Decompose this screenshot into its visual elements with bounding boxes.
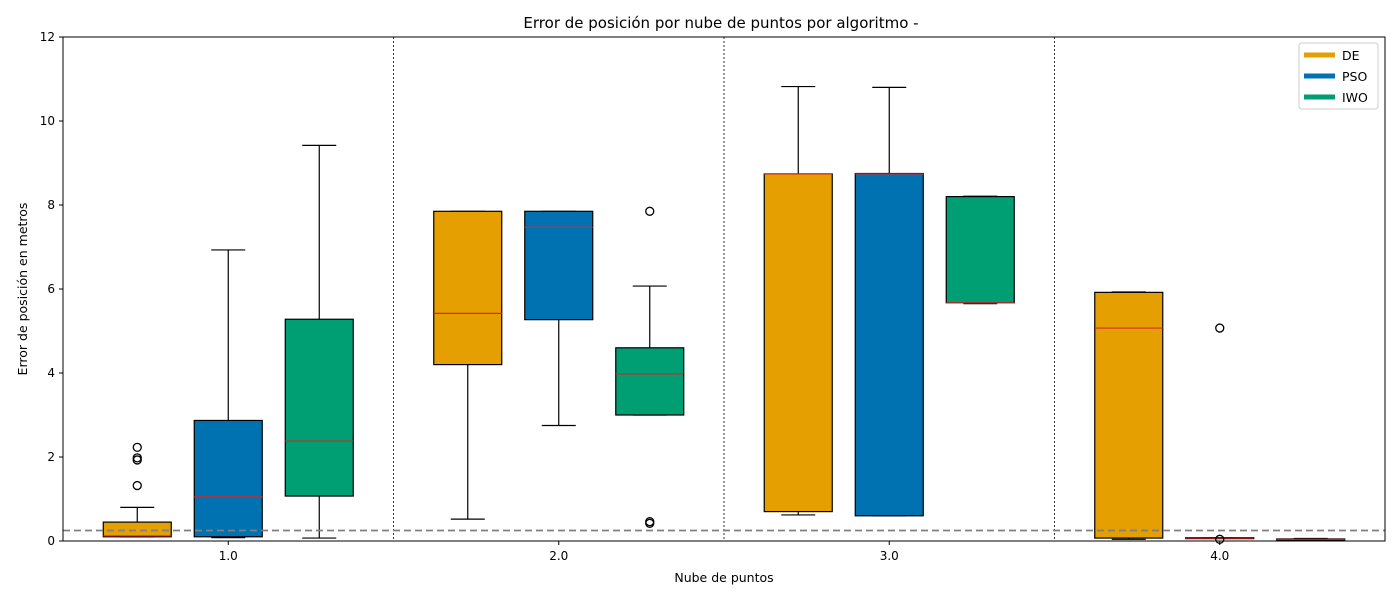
box-pso (193, 419, 263, 538)
legend: DE PSO IWO (1298, 42, 1379, 110)
outlier-point (645, 517, 655, 527)
x-axis-label: Nube de puntos (674, 570, 773, 585)
box-pso (854, 172, 924, 517)
outlier-point (132, 480, 142, 491)
x-tick-label: 1.0 (219, 549, 238, 563)
x-tick-label: 4.0 (1210, 549, 1229, 563)
y-tick-label: 10 (40, 114, 55, 128)
box-iwo (615, 347, 685, 416)
x-tick-label: 3.0 (880, 549, 899, 563)
box-iwo (945, 196, 1015, 304)
outlier-point (645, 206, 655, 216)
y-tick-label: 0 (47, 534, 55, 548)
legend-label-iwo: IWO (1342, 90, 1368, 105)
y-tick-label: 12 (40, 30, 55, 44)
y-tick-label: 2 (47, 450, 55, 464)
outlier-point (132, 442, 142, 452)
box-de (763, 173, 833, 513)
box-iwo (284, 318, 354, 497)
y-tick-label: 4 (47, 366, 55, 380)
chart-title: Error de posición por nube de puntos por… (523, 14, 918, 32)
outlier-point (132, 453, 142, 463)
outlier-point (1215, 323, 1225, 333)
legend-box (1298, 42, 1379, 110)
y-tick-label: 8 (47, 198, 55, 212)
legend-label-pso: PSO (1342, 69, 1367, 84)
y-tick-label: 6 (47, 282, 55, 296)
x-tick-label: 2.0 (549, 549, 568, 563)
legend-label-de: DE (1342, 48, 1360, 63)
box-de (102, 521, 172, 538)
box-de (1094, 291, 1164, 539)
plot-area: 0 2 4 6 8 10 12 1.0 2.0 3.0 4.0 (40, 30, 1386, 563)
y-axis-label: Error de posición en metros (15, 203, 30, 376)
box-pso (524, 210, 594, 321)
box-de (433, 210, 503, 366)
